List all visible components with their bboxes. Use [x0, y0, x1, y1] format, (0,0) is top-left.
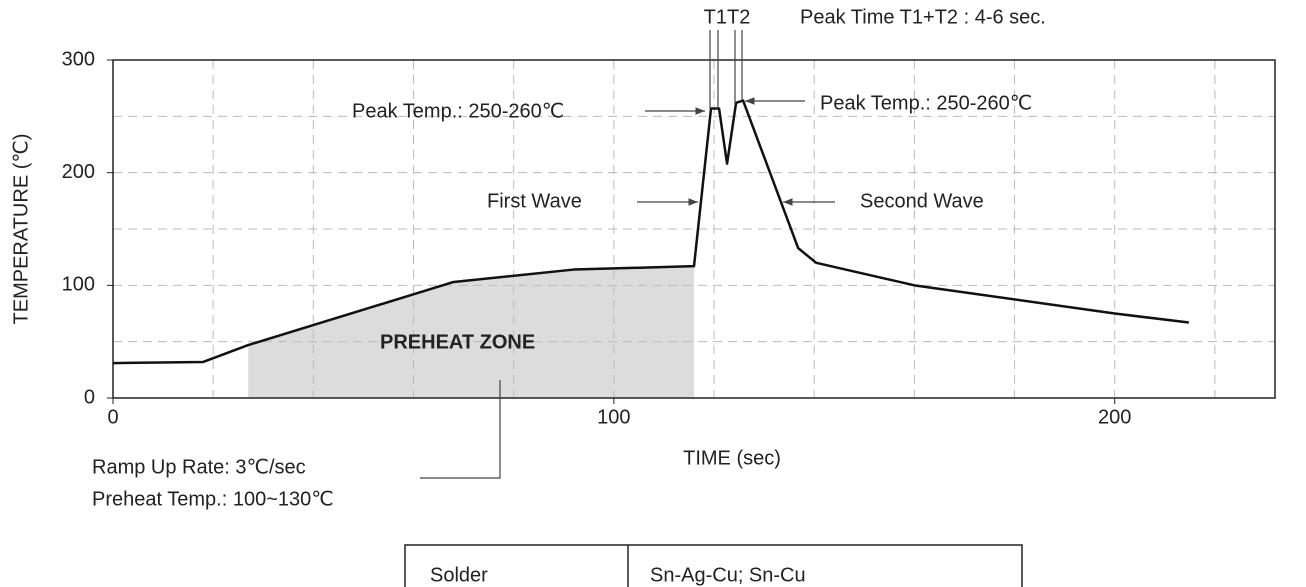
annotation: Second Wave — [860, 190, 984, 212]
shaded-zone — [248, 266, 694, 398]
annotation: Peak Temp.: 250-260℃ — [820, 92, 1032, 114]
annotation: Preheat Temp.: 100~130℃ — [92, 488, 334, 510]
annotation-lines — [420, 30, 835, 479]
annotation: First Wave — [487, 190, 582, 212]
y-tick-label: 200 — [62, 161, 95, 183]
y-tick-label: 100 — [62, 274, 95, 296]
table-cell: Sn-Ag-Cu; Sn-Cu — [650, 564, 806, 586]
line — [112, 99, 1190, 365]
x-tick-label: 200 — [1098, 406, 1131, 428]
annotation: T1T2 — [704, 6, 751, 28]
x-tick-label: 0 — [107, 406, 118, 428]
annotation: Peak Time T1+T2 : 4-6 sec. — [800, 6, 1046, 28]
plot-frame — [112, 59, 1276, 399]
y-axis-label: TEMPERATURE (℃) — [10, 134, 32, 325]
annotation: PREHEAT ZONE — [380, 331, 535, 353]
y-tick-label: 300 — [62, 48, 95, 70]
table: Solder Sn-Ag-Cu; Sn-Cu — [404, 544, 1023, 587]
annotation: Ramp Up Rate: 3℃/sec — [92, 456, 306, 478]
annotation: Peak Temp.: 250-260℃ — [352, 100, 564, 122]
table-cell: Solder — [430, 564, 488, 586]
x-axis-label: TIME (sec) — [683, 447, 781, 469]
y-tick-label: 0 — [84, 386, 95, 408]
x-tick-label: 100 — [597, 406, 630, 428]
plot-area — [107, 59, 1276, 404]
